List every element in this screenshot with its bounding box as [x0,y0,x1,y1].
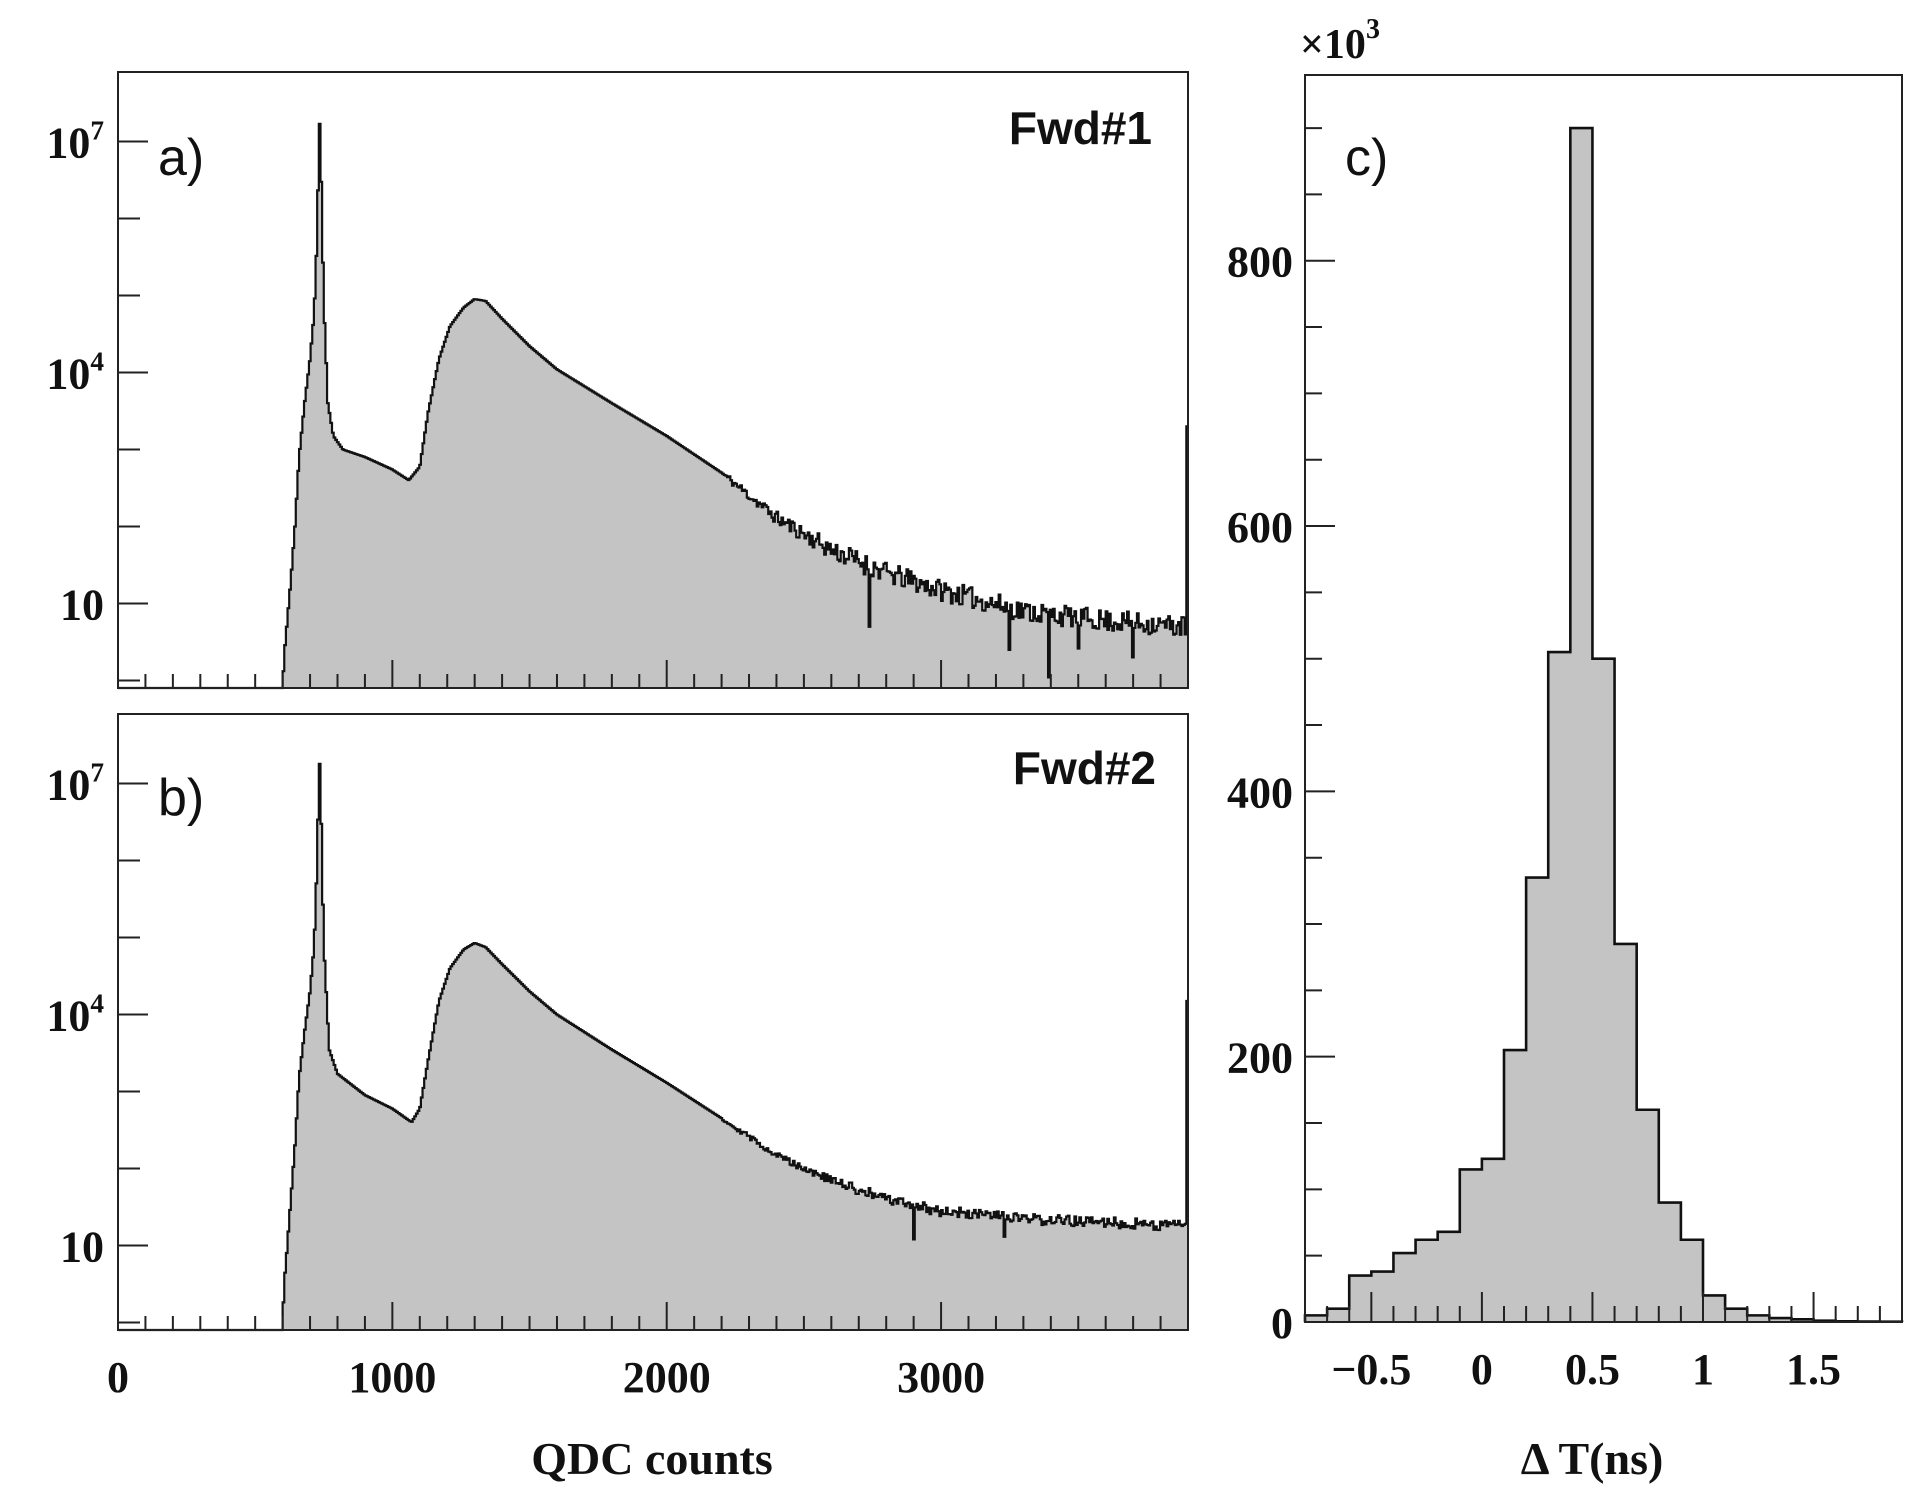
histogram-fill [118,123,1188,689]
panel-b-ticks [117,782,1189,1330]
panel-a-label: a) [158,129,204,187]
y-tick-label: 10 [60,581,104,630]
x-tick-label: 2000 [623,1353,711,1402]
panel-a-fwd1-histogram: 10 104 107 a) Fwd#1 [46,71,1189,690]
y-tick-label: 200 [1227,1034,1293,1083]
x-tick-label: 1000 [348,1353,436,1402]
panel-c-plot-area [1303,74,1904,1324]
panel-b-plot-area [117,713,1189,1332]
panel-b-fwd2-histogram: 10 104 107 0 1000 2000 3000 b) Fwd#2 QDC count… [46,713,1189,1484]
x-tick-label: 0.5 [1565,1345,1620,1394]
histogram-bin [1570,128,1592,1322]
x-tick-label: 1 [1692,1345,1714,1394]
histogram-bin [1349,1276,1371,1322]
histogram-bin [1637,1110,1659,1322]
histogram-bin [1659,1203,1681,1322]
histogram-bin [1504,1050,1526,1322]
histogram-outline [118,122,1188,690]
panel-b-label: b) [158,769,204,827]
plot-frame [1304,74,1903,1323]
y-tick-label: 600 [1227,503,1293,552]
histogram-bin [1548,652,1570,1322]
panel-c-y-multiplier-exponent: 3 [1366,14,1380,45]
y-tick-label: 104 [46,989,104,1041]
histogram-bin [1725,1309,1747,1322]
panel-c-y-multiplier: ×103 [1300,14,1380,68]
panel-b-tick-labels: 10 104 107 0 1000 2000 3000 [46,758,985,1402]
plot-frame [117,71,1189,689]
y-tick-label: 10 [60,1223,104,1272]
histogram-bin [1526,878,1548,1322]
panel-c-label: c) [1345,129,1388,187]
histogram-outline [118,762,1188,1332]
panel-b-x-axis-title: QDC counts [531,1433,773,1484]
x-tick-label: 0 [107,1353,129,1402]
histogram-bin [1327,1309,1349,1322]
panel-c-delta-t-histogram: 0 200 400 600 800 −0.5 0 0.5 1 1.5 c) Δ T(ns) ×10… [1227,14,1904,1484]
x-tick-label: −0.5 [1331,1345,1411,1394]
histogram-fill [1305,128,1902,1322]
panel-a-ticks [117,140,1189,688]
histogram-bin [1703,1295,1725,1322]
histogram-bin [1371,1272,1393,1322]
histogram-bin [1681,1240,1703,1322]
x-tick-label: 1.5 [1786,1345,1841,1394]
panel-c-x-axis-title: Δ T(ns) [1521,1433,1664,1484]
y-tick-label: 0 [1271,1299,1293,1348]
panel-a-tag: Fwd#1 [1009,102,1152,154]
x-tick-label: 3000 [897,1353,985,1402]
histogram-bin [1438,1232,1460,1322]
histogram-bin [1460,1169,1482,1322]
y-tick-label: 800 [1227,238,1293,287]
panel-c-tick-labels: 0 200 400 600 800 −0.5 0 0.5 1 1.5 [1227,238,1841,1394]
panel-a-plot-area [117,71,1189,690]
y-tick-label: 104 [46,347,104,399]
y-tick-label: 400 [1227,768,1293,817]
panel-a-tick-labels: 10 104 107 [46,116,104,630]
y-tick-label: 107 [46,116,104,168]
panel-b-tag: Fwd#2 [1013,742,1156,794]
histogram-fill [118,763,1188,1330]
panel-c-ticks [1305,127,1881,1323]
histogram-bin [1393,1253,1415,1322]
histogram-bin [1416,1240,1438,1322]
histogram-outline [1303,126,1904,1324]
x-tick-label: 0 [1471,1345,1493,1394]
histogram-bin [1592,659,1614,1322]
histogram-bin [1615,944,1637,1322]
plot-frame [117,713,1189,1331]
y-tick-label: 107 [46,758,104,810]
histogram-bin [1482,1159,1504,1322]
panel-c-y-multiplier-base: ×10 [1300,22,1366,68]
